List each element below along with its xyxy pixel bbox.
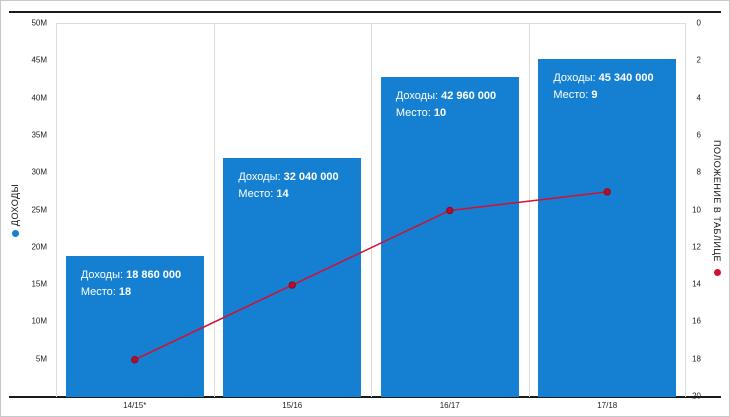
right-tick-label: 8 [696,167,701,177]
category-label: 15/16 [282,401,303,410]
left-tick-label: 25M [31,205,47,214]
category-label: 14/15* [123,401,147,410]
left-tick-label: 45M [31,55,47,65]
left-tick-label: 30M [31,167,47,177]
revenue-legend-dot [12,230,19,237]
left-tick-label: 35M [31,130,47,140]
position-legend-dot [714,269,721,276]
right-tick-label: 14 [692,279,701,289]
left-tick-label: 15M [31,279,47,289]
position-marker[interactable] [603,188,611,196]
top-border-line [9,11,721,13]
left-tick-label: 10M [31,316,47,326]
category-label: 17/18 [597,401,618,410]
right-axis-ticks: 0 2 4 6 8 10 12 14 16 18 20 [683,19,703,401]
bar-annotation: Доходы: 45 340 000 Место: 9 [553,72,654,102]
revenue-bar[interactable]: Доходы: 42 960 000 Место: 10 [380,77,519,397]
position-marker[interactable] [446,206,454,215]
right-tick-label: 18 [692,354,701,364]
left-tick-label: 5M [35,354,47,364]
right-tick-label: 16 [692,316,701,326]
right-tick-label: 2 [696,55,701,65]
gridline [528,24,530,397]
bar-annotation: Доходы: 18 860 000 Место: 18 [80,269,182,299]
position-marker[interactable] [288,281,296,289]
left-tick-label: 20M [31,242,47,252]
x-axis-line [9,396,721,398]
revenue-bar[interactable]: Доходы: 18 860 000 Место: 18 [65,256,204,397]
revenue-bar[interactable]: Доходы: 32 040 000 Место: 14 [223,158,362,397]
plot-area: Доходы: 18 860 000 Место: 18 Доходы: 32 04… [56,23,686,397]
left-tick-label: 40M [31,93,47,103]
right-axis-title: ПОЛОЖЕНИЕ В ТАБЛИЦЕ [712,139,722,263]
category-labels: 14/15* 15/16 16/17 17/18 [56,401,686,415]
right-tick-label: 4 [696,93,701,103]
gridline [371,24,372,397]
position-line [134,191,608,361]
left-axis-title: ДОХОДЫ [10,183,20,227]
left-tick-label: 50M [31,18,47,28]
gridline [56,24,57,397]
gridline [685,24,686,397]
right-tick-label: 0 [696,18,701,28]
right-tick-label: 12 [692,242,701,252]
bar-annotation: Доходы: 32 040 000 Место: 14 [238,171,339,201]
position-marker[interactable] [131,356,139,364]
position-line-layer [131,188,611,364]
revenue-bar[interactable]: Доходы: 45 340 000 Место: 9 [538,59,677,397]
category-label: 16/17 [439,401,460,410]
right-tick-label: 6 [696,130,701,140]
bar-annotation: Доходы: 42 960 000 Место: 10 [395,90,497,120]
left-axis-ticks: 50M 45M 40M 35M 30M 25M 20M 15M 10M 5M [15,19,51,396]
gridline [213,24,215,397]
right-tick-label: 20 [692,391,701,401]
right-tick-label: 10 [692,205,701,214]
